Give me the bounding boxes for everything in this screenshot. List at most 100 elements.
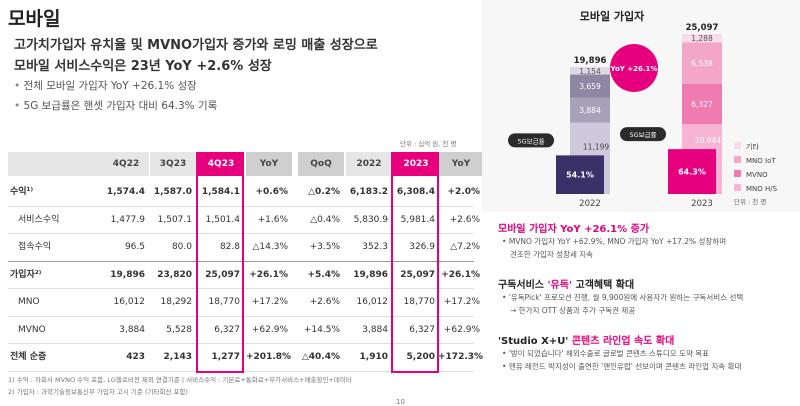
row-label: MVNO	[18, 324, 46, 335]
annotation-bubble	[610, 44, 658, 92]
table-cell: 5,528	[166, 324, 192, 335]
table-cell: +26.1%	[441, 269, 480, 280]
row-line	[8, 233, 474, 234]
annotation: YoY +26.1%	[610, 65, 658, 73]
table-cell: 1,277	[211, 352, 240, 362]
row-label: 수익¹⁾	[10, 187, 34, 197]
highlight-box	[196, 152, 244, 373]
table-cell: 6,327	[214, 324, 240, 335]
legend-swatch	[734, 156, 741, 163]
bar-segment	[570, 67, 610, 75]
legend-label: MNO IoT	[746, 157, 776, 165]
chart-title: 모바일 가입자	[580, 9, 645, 23]
table-cell: +62.9%	[443, 324, 480, 335]
row-label: 접속수익	[18, 242, 52, 252]
column-header: 4Q23	[198, 152, 244, 176]
table-cell: 18,292	[160, 297, 193, 307]
column-header: QoQ	[298, 152, 344, 176]
x-label: 2022	[579, 199, 601, 209]
chart: 모바일 가입자 54.1%5G보급률11,1993,8843,6591,1541…	[482, 0, 800, 212]
table-cell: 6,183.2	[349, 187, 388, 197]
table-cell: +3.5%	[309, 242, 340, 252]
fiveg-label: 5G보급률	[517, 137, 544, 145]
row-label: 전체 순증	[10, 352, 47, 362]
row-line	[8, 343, 474, 344]
fiveg-label: 5G보급률	[629, 131, 656, 139]
row-line	[8, 288, 474, 289]
bar-segment	[682, 83, 722, 125]
table-cell: 16,012	[113, 297, 146, 307]
table-cell: +5.4%	[307, 269, 340, 280]
section-bullet: '방이 되었습니다' 해외수출로 글로벌 콘텐츠 스튜디오 도약 목표	[502, 348, 709, 359]
table-cell: +0.6%	[255, 187, 288, 197]
chart-unit: 단위 : 천 명	[734, 197, 766, 206]
segment-label: 11,199	[583, 142, 609, 151]
header-cell	[8, 152, 103, 176]
legend-swatch	[734, 184, 741, 191]
section-title: 구독서비스 '유독' 고객혜택 확대	[498, 276, 634, 291]
page-title: 모바일	[8, 8, 61, 30]
fiveg-tag	[508, 133, 554, 148]
table-cell: 2,143	[163, 352, 192, 362]
legend-swatch	[734, 170, 741, 177]
column-header: 3Q23	[150, 152, 196, 176]
table-cell: +2.0%	[447, 187, 480, 197]
table-cell: 18,770	[208, 297, 241, 307]
table-cell: +14.5%	[303, 324, 340, 335]
bullet: 5G 보급률은 핸셋 가입자 대비 64.3% 기록	[14, 98, 218, 113]
bar-segment	[682, 42, 722, 84]
x-label: 2023	[691, 199, 713, 209]
total-label: 19,896	[574, 56, 607, 66]
table-cell: +17.2%	[251, 297, 288, 307]
table-cell: △0.4%	[310, 214, 340, 225]
fiveg-box	[668, 149, 716, 194]
table-cell: 3,884	[362, 324, 388, 335]
section-bullet: → 한가지 OTT 상품과 추가 구독권 제공	[510, 306, 636, 315]
legend-label: MNO H/S	[746, 185, 778, 193]
table-cell: △14.3%	[252, 242, 288, 252]
legend-swatch	[734, 142, 741, 149]
table-cell: 19,896	[110, 269, 145, 280]
fiveg-box	[556, 155, 604, 194]
table-cell: 25,097	[400, 269, 435, 280]
table-cell: 1,584.1	[201, 187, 240, 197]
table-cell: △40.4%	[301, 352, 340, 362]
fiveg-value: 64.3%	[678, 168, 706, 177]
table-cell: 1,587.0	[153, 187, 192, 197]
table-cell: 6,327	[409, 324, 435, 335]
segment-label: 10,944	[695, 136, 721, 145]
segment-label: 1,288	[691, 34, 713, 43]
unit: 단위 : 십억 원, 천 명	[400, 140, 457, 148]
bullet: 전체 모바일 가입자 YoY +26.1% 성장	[14, 78, 197, 93]
table-cell: 96.5	[124, 242, 145, 252]
legend-label: MVNO	[746, 171, 768, 179]
column-header: YoY	[438, 152, 484, 176]
section-bullet: 맨유 레전드 박지성이 출연한 '맨인유럽' 선보이며 콘텐츠 라인업 지속 확…	[502, 361, 742, 372]
section-bullet: MVNO 가입자 YoY +62.9%, MNO 가입자 YoY +17.2% …	[502, 236, 726, 247]
table-cell: +201.8%	[246, 352, 292, 362]
fiveg-tag	[620, 127, 666, 142]
segment-label: 6,327	[691, 100, 713, 109]
table-cell: 23,820	[157, 269, 192, 280]
column-header: YoY	[246, 152, 292, 176]
table-cell: 1,910	[359, 352, 388, 362]
legend-label: 기타	[746, 142, 759, 151]
table-cell: 3,884	[119, 324, 145, 335]
segment-label: 3,884	[579, 106, 601, 115]
table-cell: 423	[126, 352, 145, 362]
right-panel: 모바일 가입자 54.1% 5G보급률 11,199 3,884 3,659 1,154 1…	[482, 0, 800, 405]
segment-label: 6,538	[691, 59, 713, 68]
title-part: '유독'	[547, 280, 573, 291]
table-cell: 18,770	[403, 297, 436, 307]
table-cell: 19,896	[353, 269, 388, 280]
table-cell: 1,574.4	[106, 187, 145, 197]
row-label: 서비스수익	[18, 214, 60, 225]
table-cell: 5,830.9	[353, 214, 388, 225]
table-cell: 80.0	[171, 242, 192, 252]
table-cell: △0.2%	[308, 187, 340, 197]
row-line	[8, 315, 474, 317]
row-line	[8, 205, 474, 207]
row-line	[8, 260, 474, 262]
bar-segment	[682, 34, 722, 43]
headline: 모바일 서비스수익은 23년 YoY +2.6% 성장	[14, 59, 272, 74]
